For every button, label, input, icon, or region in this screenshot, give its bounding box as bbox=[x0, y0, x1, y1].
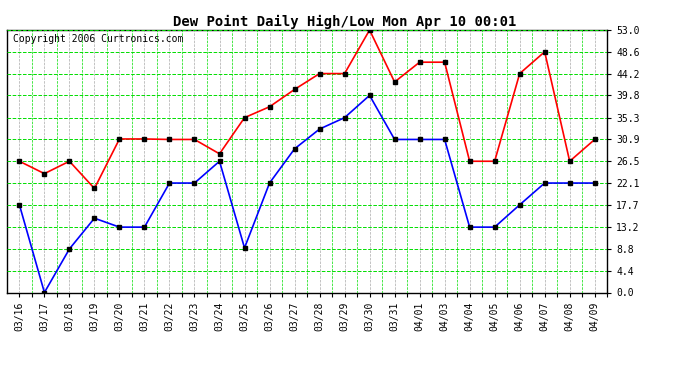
Text: Copyright 2006 Curtronics.com: Copyright 2006 Curtronics.com bbox=[13, 34, 184, 44]
Text: Dew Point Daily High/Low Mon Apr 10 00:01: Dew Point Daily High/Low Mon Apr 10 00:0… bbox=[173, 15, 517, 29]
